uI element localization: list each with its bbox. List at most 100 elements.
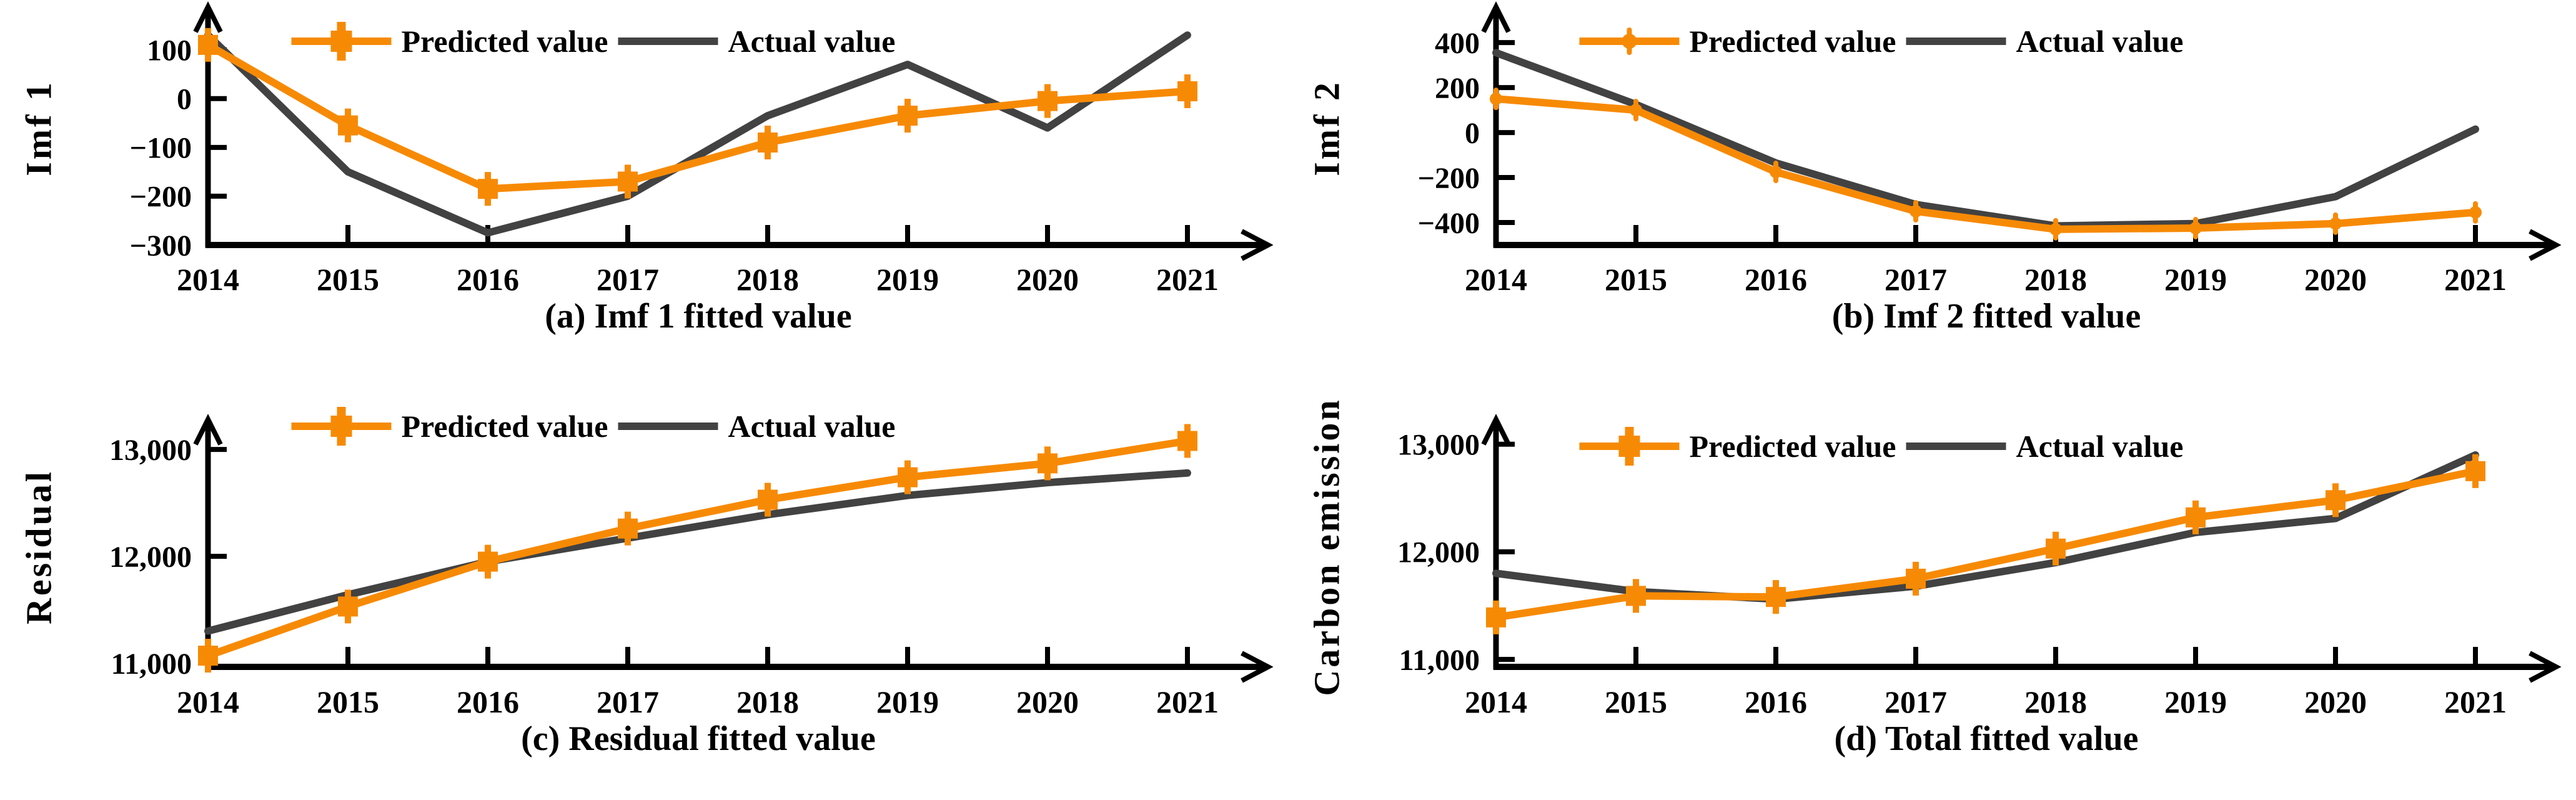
data-point-marker [2469,206,2482,219]
x-tick-label: 2020 [2304,684,2367,719]
x-tick-label: 2017 [1885,684,1947,719]
x-tick-label: 2014 [177,262,239,297]
data-point-marker [1038,91,1058,111]
x-tick-label: 2016 [1745,684,1807,719]
data-point-marker [1630,104,1642,117]
y-tick-label: 13,000 [109,434,192,467]
y-tick-label: 13,000 [1397,429,1480,462]
predicted-series-line [204,41,1191,193]
data-point-marker [338,115,358,136]
data-point-marker [898,106,918,126]
data-point-marker [618,518,638,539]
legend-actual-label: Actual value [2016,24,2184,59]
chart-imf2-canvas: 400 200 0 −200 −400 2014 2015 2016 2017 2018 2019 2… [1418,1,2562,297]
x-axis-arrow-icon [1241,651,1274,683]
legend-actual-label: Actual value [728,409,896,444]
x-axis-arrow-icon [2529,229,2562,261]
legend: Predicted value Actual value [1579,426,2184,466]
data-point-marker [2465,461,2485,481]
predicted-series-line [1492,95,2479,233]
x-tick-label: 2020 [2304,262,2367,297]
legend: Predicted value Actual value [291,406,896,446]
x-tick-label: 2015 [1605,262,1667,297]
y-axis-arrow-icon [1481,1,1511,33]
y-tick-label: −400 [1418,207,1480,240]
y-axis-title: Imf 1 [18,80,59,176]
caption: (b) Imf 2 fitted value [1831,297,2141,336]
data-point-marker [1906,568,1926,589]
y-axis-title: Residual [18,469,59,624]
caption: (a) Imf 1 fitted value [545,297,852,336]
data-point-marker [2186,507,2206,528]
x-tick-label: 2014 [177,684,239,719]
data-point-marker [1486,607,1506,628]
data-point-marker [2049,222,2062,236]
legend-predicted-line-marker [1579,426,1680,466]
data-point-marker [1177,81,1197,102]
legend-predicted-label: Predicted value [1689,24,1896,59]
data-point-marker [2329,217,2342,230]
data-point-marker [478,551,498,572]
y-tick-label: 0 [177,83,192,116]
data-point-marker [1626,586,1646,606]
y-tick-label: −300 [130,229,192,262]
x-tick-label: 2021 [2444,262,2507,297]
y-axis-title: Imf 2 [1306,80,1347,176]
y-tick-label: 100 [147,34,192,67]
data-point-marker [198,34,218,55]
legend-predicted-label: Predicted value [401,24,608,59]
x-tick-label: 2014 [1465,262,1527,297]
caption: (d) Total fitted value [1834,719,2139,758]
panel-imf1: 100 0 −100 −200 −300 2014 2015 2016 2017 2018 2019… [0,0,1288,400]
legend-actual-line [618,406,718,446]
legend: Predicted value Actual value [291,21,896,61]
data-point-marker [1177,431,1197,451]
x-tick-label: 2017 [1885,262,1947,297]
legend-actual-line [618,21,718,61]
y-axis-title: Carbon emission [1306,398,1347,696]
x-tick-label: 2015 [317,262,379,297]
y-tick-label: 11,000 [1399,644,1480,677]
x-tick-label: 2018 [736,684,799,719]
y-tick-label: 200 [1435,72,1480,105]
x-tick-label: 2016 [1745,262,1807,297]
chart-total-canvas: 13,000 12,000 11,000 2014 2015 2016 2017 2018 20… [1397,414,2562,719]
x-tick-label: 2016 [457,262,519,297]
legend-predicted-label: Predicted value [1689,429,1896,464]
legend-predicted-line-marker [1579,21,1680,61]
data-point-marker [198,646,218,666]
y-tick-label: −100 [130,132,192,165]
legend-actual-label: Actual value [728,24,896,59]
x-tick-label: 2017 [597,684,659,719]
y-axis-arrow-icon [1481,414,1511,446]
x-tick-label: 2019 [2164,262,2227,297]
y-axis-arrow-icon [193,414,223,446]
x-tick-label: 2018 [2024,262,2087,297]
predicted-series-line [204,437,1191,660]
x-tick-label: 2021 [1156,684,1219,719]
x-tick-label: 2016 [457,684,519,719]
actual-series-line [204,31,1191,237]
data-point-marker [2046,538,2066,559]
actual-series-line [1492,451,2479,603]
x-tick-label: 2019 [876,684,939,719]
panel-imf2: 400 200 0 −200 −400 2014 2015 2016 2017 2018 2019 2… [1288,0,2576,400]
x-tick-label: 2015 [1605,684,1667,719]
legend-predicted-label: Predicted value [401,409,608,444]
data-point-marker [898,467,918,488]
legend-predicted-line-marker [291,21,392,61]
x-tick-label: 2021 [2444,684,2507,719]
data-point-marker [618,171,638,192]
x-tick-label: 2014 [1465,684,1527,719]
x-tick-label: 2019 [876,262,939,297]
x-tick-label: 2018 [736,262,799,297]
y-tick-label: −200 [1418,162,1480,195]
actual-series-line [1492,49,2479,230]
x-axis-arrow-icon [2529,651,2562,683]
data-point-marker [1770,166,1782,179]
x-tick-label: 2015 [317,684,379,719]
y-axis-arrow-icon [193,1,223,33]
